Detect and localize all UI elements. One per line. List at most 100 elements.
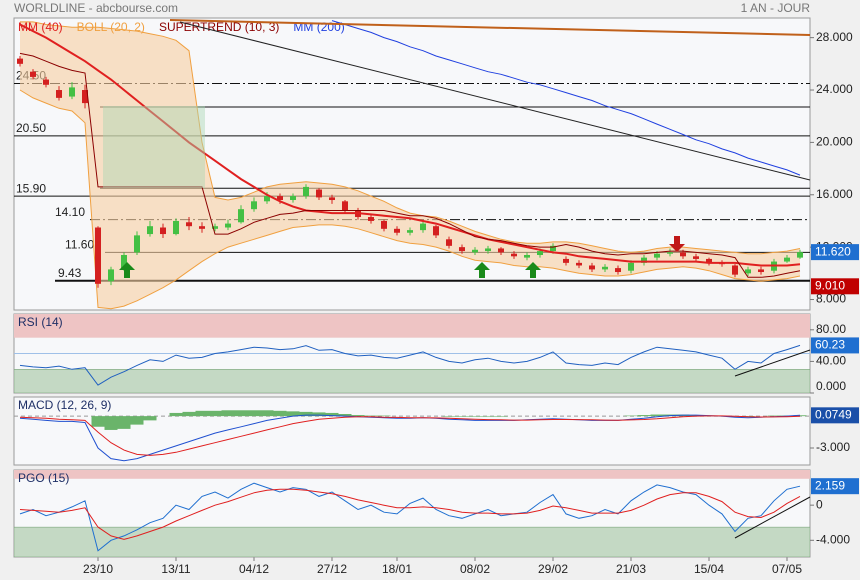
- value-tag: [811, 407, 859, 424]
- histogram-bar: [338, 414, 352, 417]
- histogram-bar: [117, 416, 131, 429]
- series-line: [19, 415, 801, 456]
- candle-body: [537, 251, 543, 256]
- y-tick-label: 16.000: [816, 187, 853, 201]
- oversold-zone: [14, 369, 810, 393]
- candle-body: [641, 257, 647, 263]
- candle-body: [524, 255, 530, 258]
- candle-body: [394, 228, 400, 233]
- histogram-bar: [650, 414, 664, 417]
- value-tag: [811, 244, 859, 261]
- histogram-bar: [169, 412, 183, 417]
- histogram-bar: [364, 415, 378, 417]
- x-tick-label: 29/02: [538, 562, 568, 576]
- candle-body: [30, 71, 36, 77]
- level-label: 20.50: [16, 121, 46, 135]
- overbought-zone: [14, 314, 810, 338]
- candle-body: [680, 252, 686, 257]
- histogram-bar: [130, 416, 144, 425]
- y-tick-label: -4.000: [816, 532, 850, 546]
- candle-body: [498, 248, 504, 253]
- histogram-bar: [299, 411, 313, 417]
- annotations: [103, 19, 811, 539]
- candle-body: [446, 239, 452, 246]
- candle-body: [797, 252, 803, 258]
- bollinger-fill: [20, 21, 800, 309]
- value-tag-label: 9.010: [815, 278, 845, 292]
- histogram-bar: [325, 412, 339, 417]
- x-tick-label: 04/12: [239, 562, 269, 576]
- histogram-bar: [286, 411, 300, 417]
- value-tag: [811, 278, 859, 295]
- histogram-bar: [143, 416, 157, 421]
- overbought-zone: [14, 470, 810, 479]
- histogram-bar: [468, 416, 482, 417]
- series-line: [19, 52, 801, 278]
- candle-body: [43, 79, 49, 85]
- histogram-bar: [234, 410, 248, 417]
- histogram-bar: [455, 416, 469, 417]
- trend-line: [169, 19, 811, 36]
- candle-body: [589, 265, 595, 270]
- y-tick-label: 40.00: [816, 354, 846, 368]
- panel-title: PGO (15): [18, 471, 69, 485]
- series-line: [19, 482, 801, 552]
- panel-title: RSI (14): [18, 315, 63, 329]
- candle-body: [758, 269, 764, 273]
- histogram-bar: [182, 411, 196, 417]
- candle-body: [56, 90, 62, 98]
- plot-area: 28.00024.00020.00016.00012.0008.00024.50…: [13, 17, 859, 576]
- x-tick-label: 21/03: [616, 562, 646, 576]
- histogram-bar: [767, 415, 781, 417]
- x-tick-label: 23/10: [83, 562, 113, 576]
- x-tick-label: 08/02: [460, 562, 490, 576]
- candle-body: [134, 235, 140, 253]
- site-title: WORLDLINE - abcbourse.com: [14, 1, 178, 15]
- buy-arrow: [525, 262, 541, 278]
- value-tag-label: 2.159: [815, 478, 845, 492]
- candle-body: [563, 258, 569, 263]
- candle-body: [264, 196, 270, 202]
- candle-body: [732, 265, 738, 275]
- candle-body: [420, 223, 426, 231]
- candle-body: [108, 269, 114, 282]
- series-line: [19, 414, 801, 462]
- buy-arrow: [119, 262, 135, 278]
- series-line: [19, 488, 801, 540]
- x-tick-label: 07/05: [772, 562, 802, 576]
- period: 1 AN - JOUR: [741, 1, 811, 15]
- histogram-bar: [351, 415, 365, 417]
- candle-body: [199, 226, 205, 229]
- x-tick-label: 15/04: [694, 562, 724, 576]
- legend-entry: BOLL (20, 2): [77, 20, 145, 34]
- bollinger-lower: [19, 89, 801, 310]
- candle-body: [147, 226, 153, 235]
- value-tag: [811, 478, 859, 495]
- histogram-bar: [273, 410, 287, 417]
- candle-body: [342, 201, 348, 211]
- candle-body: [485, 248, 491, 252]
- candle-body: [368, 217, 374, 221]
- candle-body: [316, 189, 322, 198]
- candle-body: [667, 252, 673, 254]
- level-label: 9.43: [58, 266, 82, 280]
- candle-body: [654, 253, 660, 258]
- series-line: [19, 344, 801, 386]
- histogram-bar: [494, 416, 508, 417]
- candle-body: [628, 262, 634, 271]
- y-tick-label: 80.00: [816, 322, 846, 336]
- candle-body: [459, 247, 465, 252]
- candle-body: [381, 220, 387, 229]
- candle-body: [745, 269, 751, 274]
- histogram-bar: [221, 410, 235, 417]
- candle-body: [82, 90, 88, 104]
- candle-body: [186, 222, 192, 227]
- histogram-bar: [91, 416, 105, 427]
- bollinger-upper: [20, 21, 801, 255]
- trend-line: [734, 496, 811, 539]
- trend-line: [179, 21, 811, 181]
- candle-body: [303, 186, 309, 197]
- histogram-bar: [377, 415, 391, 417]
- histogram-bar: [260, 410, 274, 417]
